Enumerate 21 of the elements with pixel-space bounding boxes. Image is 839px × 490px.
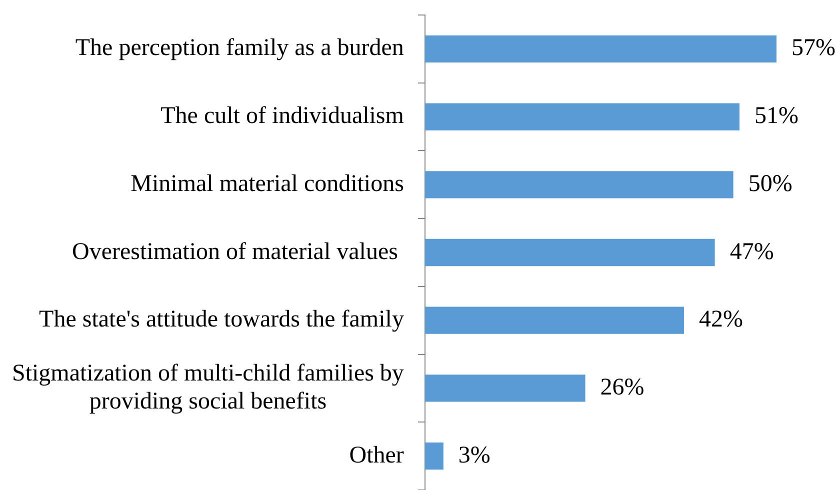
data-label: 26% [600,374,644,401]
y-tick-label: The cult of individualism [160,103,404,130]
bar [424,103,740,130]
y-tick-label: The perception family as a burden [75,35,404,62]
data-label: 42% [698,306,743,333]
bar [424,374,586,402]
data-label: 50% [748,170,792,197]
data-label: 47% [730,238,774,265]
bar [424,171,734,198]
y-tick-label: Other [349,442,404,468]
y-tick-label: Minimal material conditions [130,170,404,197]
bar [424,442,444,470]
bar [424,306,684,334]
y-tick-label: Overestimation of material values [72,238,404,265]
bar [424,238,715,266]
data-label: 51% [754,103,798,130]
bar [424,35,776,62]
data-label: 3% [458,442,490,468]
y-tick-label: The state's attitude towards the family [39,306,404,333]
data-label: 57% [791,35,836,62]
y-tick-label: Stigmatization of multi-child families by providing social benefits [12,360,404,415]
